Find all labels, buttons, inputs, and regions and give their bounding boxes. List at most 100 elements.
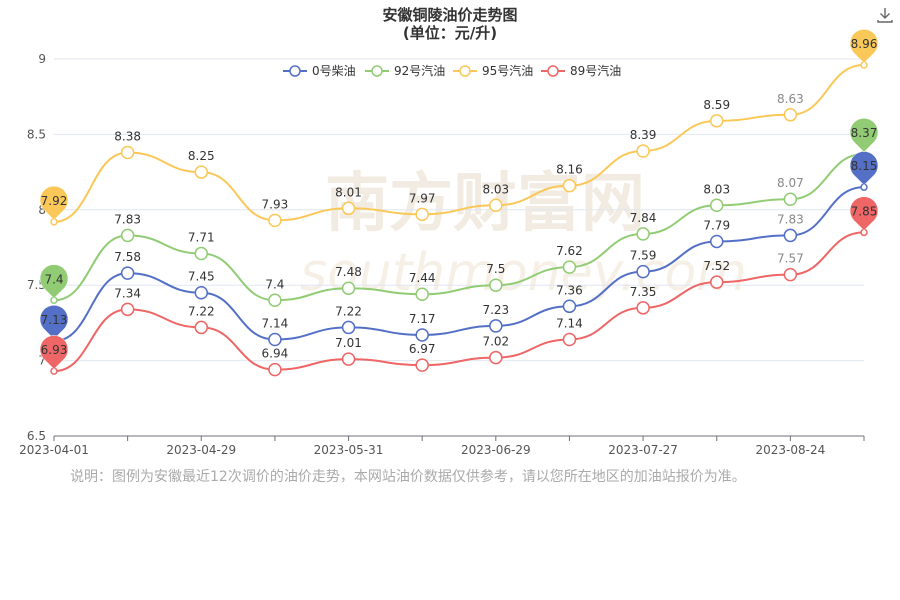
data-label: 7.57	[777, 252, 804, 266]
watermark-en-text: southmoney.com	[300, 243, 747, 303]
data-label: 7.23	[482, 303, 509, 317]
endpoint-pins: 7.13 8.15 7.4 8.37 7.92 8.96 6.93 7.85	[39, 29, 879, 370]
legend-label: 95号汽油	[482, 63, 533, 78]
data-point	[415, 207, 429, 222]
data-point	[783, 108, 798, 122]
data-point	[268, 362, 282, 377]
x-tick-label: 2023-05-31	[314, 443, 384, 457]
data-label: 8.03	[482, 182, 509, 196]
data-label: 7.97	[409, 191, 436, 205]
legend-item-2[interactable]: 95号汽油	[453, 63, 533, 78]
endpoint-pin	[39, 305, 69, 340]
data-label: 8.38	[114, 129, 141, 143]
data-label: 8.03	[703, 182, 730, 196]
pin-label: 8.37	[851, 126, 878, 140]
data-point	[636, 227, 650, 241]
watermark: 南方财富网 southmoney.com	[300, 167, 747, 303]
pin-label: 7.13	[41, 313, 68, 327]
data-point	[562, 260, 577, 274]
data-point	[341, 281, 356, 295]
download-icon[interactable]	[876, 6, 894, 24]
series-points	[50, 61, 868, 377]
data-point	[562, 332, 577, 347]
data-point	[562, 178, 577, 193]
legend-marker	[371, 65, 383, 77]
chart-title: 安徽铜陵油价走势图	[382, 6, 517, 24]
data-point	[268, 213, 282, 228]
data-label: 7.01	[335, 336, 362, 350]
data-label: 7.35	[630, 285, 657, 299]
data-point	[120, 266, 135, 280]
data-point	[489, 278, 503, 292]
x-tick-label: 2023-08-24	[755, 443, 825, 457]
data-point	[709, 198, 724, 213]
x-tick-label: 2023-04-29	[166, 443, 236, 457]
y-tick-label: 9	[38, 52, 46, 66]
y-tick-label: 8	[38, 203, 46, 217]
pin-label: 7.92	[41, 194, 68, 208]
data-point	[709, 234, 724, 249]
data-label: 7.02	[482, 335, 509, 349]
endpoint-pin	[849, 118, 879, 153]
data-point	[415, 358, 429, 372]
endpoint-pin	[39, 185, 69, 221]
data-point	[489, 198, 503, 213]
data-labels: 7.58 7.45 7.14 7.22 7.17 7.23 7.36 7.59 7.79 7.83…	[114, 92, 803, 361]
data-point	[489, 319, 503, 333]
data-label: 7.45	[188, 270, 215, 284]
data-label: 7.79	[703, 218, 730, 232]
data-point	[709, 275, 724, 289]
data-point	[783, 192, 798, 206]
legend-marker	[459, 65, 471, 77]
data-label: 7.52	[703, 259, 730, 273]
data-point	[709, 114, 724, 128]
data-label: 7.34	[114, 286, 141, 300]
data-label: 7.22	[335, 304, 362, 318]
data-label: 7.58	[114, 250, 141, 264]
data-label: 7.48	[335, 265, 362, 279]
pin-label: 7.4	[44, 272, 63, 286]
endpoint-pin	[849, 196, 879, 231]
data-point	[341, 352, 356, 366]
data-label: 7.83	[777, 212, 804, 226]
data-label: 8.01	[335, 185, 362, 199]
data-label: 6.97	[409, 342, 436, 356]
data-point	[415, 287, 429, 301]
data-point	[415, 328, 429, 342]
data-point	[194, 285, 209, 300]
x-tick-label: 2023-04-01	[19, 443, 89, 457]
legend-marker	[289, 65, 301, 77]
data-point	[120, 145, 135, 160]
y-tick-label: 8.5	[27, 127, 46, 141]
data-label: 8.39	[630, 128, 657, 142]
data-label: 8.25	[188, 149, 215, 163]
data-point	[341, 201, 356, 216]
legend-item-0[interactable]: 0号柴油	[283, 64, 356, 78]
data-label: 7.22	[188, 304, 215, 318]
pin-label: 7.85	[851, 204, 878, 218]
data-label: 7.93	[262, 197, 289, 211]
pin-label: 8.15	[851, 159, 878, 173]
data-point	[194, 246, 209, 261]
watermark-text: 南方财富网	[325, 167, 645, 241]
legend-item-1[interactable]: 92号汽油	[365, 63, 445, 78]
data-label: 7.44	[409, 271, 436, 285]
data-label: 7.36	[556, 283, 583, 297]
data-label: 7.71	[188, 231, 215, 245]
y-tick-label: 6.5	[27, 429, 46, 443]
data-point	[194, 320, 209, 335]
legend-item-3[interactable]: 89号汽油	[541, 63, 621, 78]
data-label: 7.84	[630, 211, 657, 225]
legend-label: 0号柴油	[312, 64, 356, 78]
data-label: 8.07	[777, 176, 804, 190]
data-point	[783, 228, 798, 243]
legend[interactable]: 0号柴油 92号汽油 95号汽油 89号汽油	[283, 63, 621, 78]
data-point	[636, 264, 650, 279]
data-label: 7.17	[409, 312, 436, 326]
x-tick-label: 2023-06-29	[461, 443, 531, 457]
data-point	[489, 350, 503, 365]
legend-marker	[547, 65, 559, 77]
chart-note: 说明：图例为安徽最近12次调价的油价走势，本网站油价数据仅供参考，请以您所在地区…	[70, 469, 746, 485]
